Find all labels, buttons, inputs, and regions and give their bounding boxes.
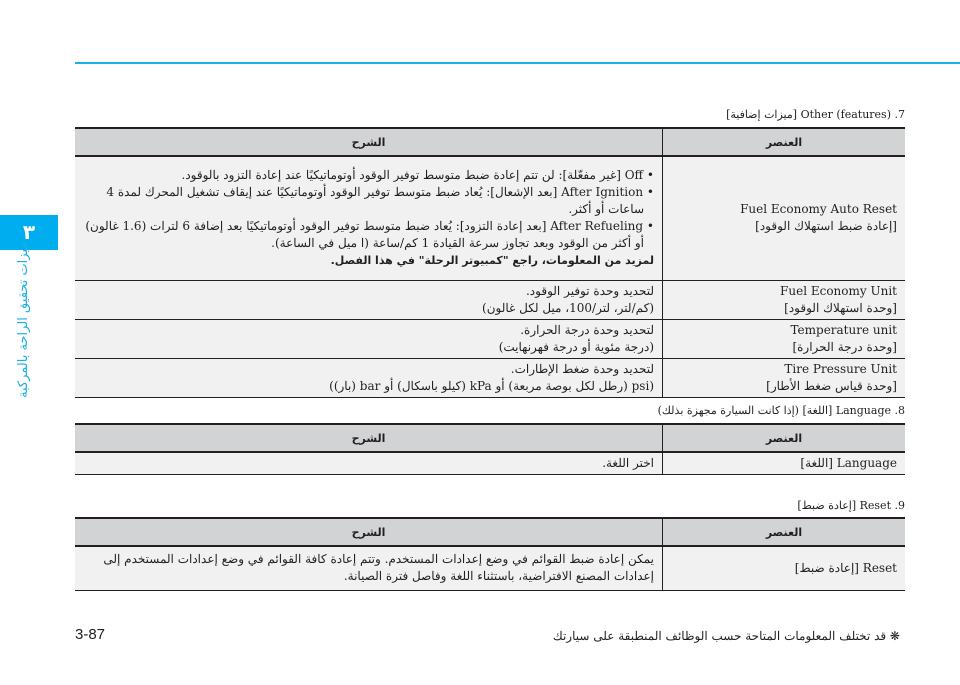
item-cell: Language [اللغة] [662, 452, 905, 475]
description-line: (درجة مئوية أو درجة فهرنهايت) [498, 339, 654, 354]
description-line: لتحديد وحدة توفير الوقود. [525, 283, 654, 298]
item-name: Fuel Economy Auto Reset [740, 202, 897, 217]
item-name: Tire Pressure Unit [784, 361, 897, 376]
header-item: العنصر [662, 423, 905, 453]
item-name-ar: [وحدة استهلاك الوقود] [784, 300, 897, 315]
description-line: • Off [غير مفعّلة]: لن تتم إعادة ضبط متو… [181, 168, 655, 183]
item-name-ar: [إعادة ضبط استهلاك الوقود] [755, 219, 897, 234]
description-line: لتحديد وحدة درجة الحرارة. [520, 322, 654, 337]
header-description: الشرح [75, 517, 663, 547]
description-cell: اختر اللغة. [75, 452, 663, 475]
section-8-title: 8. Language [اللغة] (إذا كانت السيارة مج… [657, 404, 905, 417]
description-cell: لتحديد وحدة توفير الوقود. (كم/لتر، لتر/1… [75, 280, 663, 320]
table-row: Tire Pressure Unit [وحدة قياس ضغط الأطار… [75, 358, 905, 398]
description-line: إعدادات المصنع الافتراضية، باستثناء اللغ… [343, 569, 654, 584]
item-name: Fuel Economy Unit [780, 283, 897, 298]
description-cell: • Off [غير مفعّلة]: لن تتم إعادة ضبط متو… [75, 156, 663, 281]
item-name-ar: [وحدة درجة الحرارة] [792, 339, 897, 354]
section-8-table: العنصر الشرح Language [اللغة] اختر اللغة… [75, 423, 905, 475]
description-line: • After Refueling [بعد إعادة التزود]: يُ… [85, 219, 654, 234]
table-row: Temperature unit [وحدة درجة الحرارة] لتح… [75, 319, 905, 359]
description-line: ساعات أو أكثر. [568, 202, 644, 217]
table-row: Fuel Economy Unit [وحدة استهلاك الوقود] … [75, 280, 905, 320]
table-row: Language [اللغة] اختر اللغة. [75, 452, 905, 475]
table-row: Fuel Economy Auto Reset [إعادة ضبط استهل… [75, 156, 905, 281]
header-item: العنصر [662, 517, 905, 547]
table-header: العنصر الشرح [75, 127, 905, 157]
description-line: يمكن إعادة ضبط القوائم في وضع إعدادات ال… [103, 552, 654, 567]
table-row: Reset [إعادة ضبط] يمكن إعادة ضبط القوائم… [75, 546, 905, 591]
footnote: ❋ قد تختلف المعلومات المتاحة حسب الوظائف… [552, 629, 900, 643]
section-7-table: العنصر الشرح Fuel Economy Auto Reset [إع… [75, 127, 905, 398]
header-description: الشرح [75, 423, 663, 453]
item-cell: Fuel Economy Auto Reset [إعادة ضبط استهل… [662, 156, 905, 281]
description-cell: لتحديد وحدة درجة الحرارة. (درجة مئوية أو… [75, 319, 663, 359]
table-header: العنصر الشرح [75, 423, 905, 453]
page-number: 3-87 [75, 626, 106, 643]
header-description: الشرح [75, 127, 663, 157]
description-line: أو أكثر من الوقود وبعد تجاوز سرعة القياد… [271, 236, 644, 251]
chapter-title: ميزات تحقيق الراحة بالمركبة [16, 241, 31, 398]
item-name: Temperature unit [790, 322, 897, 337]
item-cell: Fuel Economy Unit [وحدة استهلاك الوقود] [662, 280, 905, 320]
table-header: العنصر الشرح [75, 517, 905, 547]
item-cell: Temperature unit [وحدة درجة الحرارة] [662, 319, 905, 359]
description-line: لتحديد وحدة ضغط الإطارات. [510, 361, 654, 376]
section-7-title: 7. Other (features) [ميزات إضافية] [726, 108, 905, 121]
item-cell: Tire Pressure Unit [وحدة قياس ضغط الأطار… [662, 358, 905, 398]
section-9-title: 9. Reset [إعادة ضبط] [797, 499, 905, 512]
description-line: (كم/لتر، لتر/100، ميل لكل غالون) [482, 300, 654, 315]
section-9-table: العنصر الشرح Reset [إعادة ضبط] يمكن إعاد… [75, 517, 905, 591]
item-cell: Reset [إعادة ضبط] [662, 546, 905, 591]
chapter-tab: ٣ [0, 215, 58, 250]
header-item: العنصر [662, 127, 905, 157]
description-line: (psi (رطل لكل بوصة مربعة) أو kPa (كيلو ب… [329, 378, 654, 393]
item-name-ar: [وحدة قياس ضغط الأطار] [766, 378, 897, 393]
description-line: • After Ignition [بعد الإشعال]: يُعاد ضب… [106, 185, 654, 200]
description-note: لمزيد من المعلومات، راجع "كمبيوتر الرحلة… [330, 254, 654, 268]
description-cell: لتحديد وحدة ضغط الإطارات. (psi (رطل لكل … [75, 358, 663, 398]
header-rule [75, 62, 960, 64]
description-cell: يمكن إعادة ضبط القوائم في وضع إعدادات ال… [75, 546, 663, 591]
